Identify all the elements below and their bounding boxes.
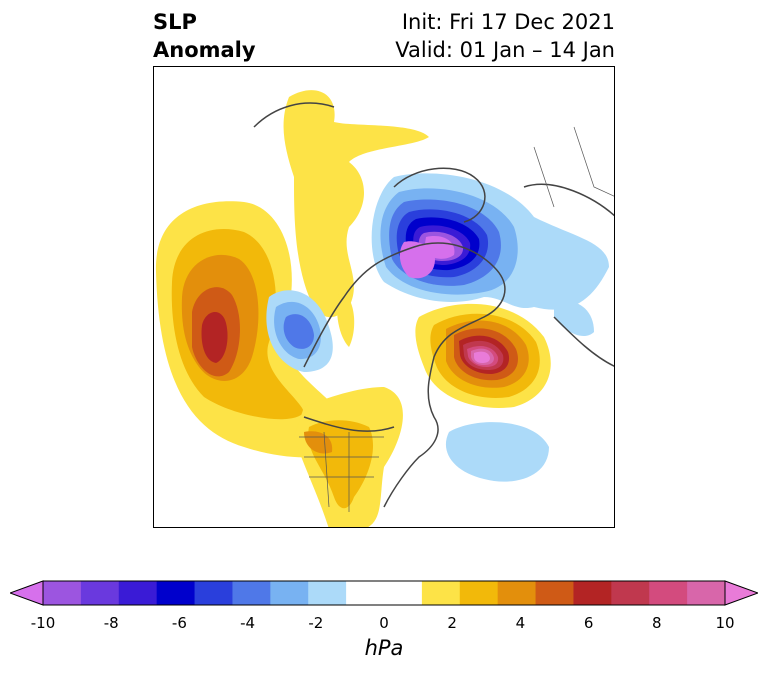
colorbar-outline	[42, 580, 726, 606]
colorbar-cell	[535, 581, 574, 605]
map-panel	[153, 66, 615, 528]
colorbar-tick-label: 10	[715, 614, 735, 632]
anomaly-map	[155, 90, 614, 527]
colorbar-tick-label: -10	[30, 614, 56, 632]
colorbar-cell	[80, 581, 120, 605]
colorbar-cell	[384, 581, 423, 605]
colorbar-cell	[421, 581, 461, 605]
colorbar-cells	[10, 580, 758, 606]
colorbar-cell	[459, 581, 499, 605]
valid-range: Valid: 01 Jan – 14 Jan	[395, 38, 615, 62]
atlantic-low-anomaly	[445, 422, 549, 482]
atlantic-high-anomaly	[415, 303, 551, 408]
colorbar-cell	[497, 581, 537, 605]
colorbar-extend-min	[10, 580, 44, 606]
colorbar-cell	[156, 581, 196, 605]
colorbar-cell	[118, 581, 158, 605]
colorbar-cell	[232, 581, 271, 605]
borders	[299, 126, 614, 512]
colorbar-tick-label: -2	[308, 614, 324, 632]
colorbar-cell	[194, 581, 233, 605]
pacific-high-anomaly	[155, 201, 356, 458]
colorbar-cell	[649, 581, 688, 605]
title-line-2: Anomaly	[153, 38, 256, 62]
coastlines	[253, 102, 614, 508]
colorbar-tick-label: -6	[171, 614, 187, 632]
colorbar-tick-label: 6	[583, 614, 594, 632]
title-line-1: SLP	[153, 10, 197, 34]
colorbar-cell	[573, 581, 612, 605]
colorbar-unit: hPa	[364, 636, 404, 660]
pacific-low-anomaly	[266, 290, 333, 372]
arctic-low-anomaly	[371, 173, 609, 337]
colorbar-cell	[308, 581, 347, 605]
colorbar-tick-label: 4	[515, 614, 526, 632]
colorbar-cell	[270, 581, 309, 605]
colorbar-cell	[611, 581, 650, 605]
colorbar-extend-max	[724, 580, 758, 606]
colorbar-tick-label: 8	[652, 614, 662, 632]
init-date: Init: Fri 17 Dec 2021	[401, 10, 615, 34]
colorbar-tick-label: 2	[447, 614, 457, 632]
colorbar-cell	[687, 581, 726, 605]
colorbar-tick-label: -8	[103, 614, 119, 632]
colorbar-tick-label: -4	[240, 614, 256, 632]
forecast-info: Init: Fri 17 Dec 2021 Valid: 01 Jan – 14…	[395, 8, 615, 64]
colorbar-cell	[43, 581, 82, 605]
colorbar	[10, 580, 758, 606]
colorbar-cell	[346, 581, 385, 605]
map-title: SLP Anomaly	[153, 8, 256, 64]
colorbar-tick-label: 0	[379, 614, 389, 632]
